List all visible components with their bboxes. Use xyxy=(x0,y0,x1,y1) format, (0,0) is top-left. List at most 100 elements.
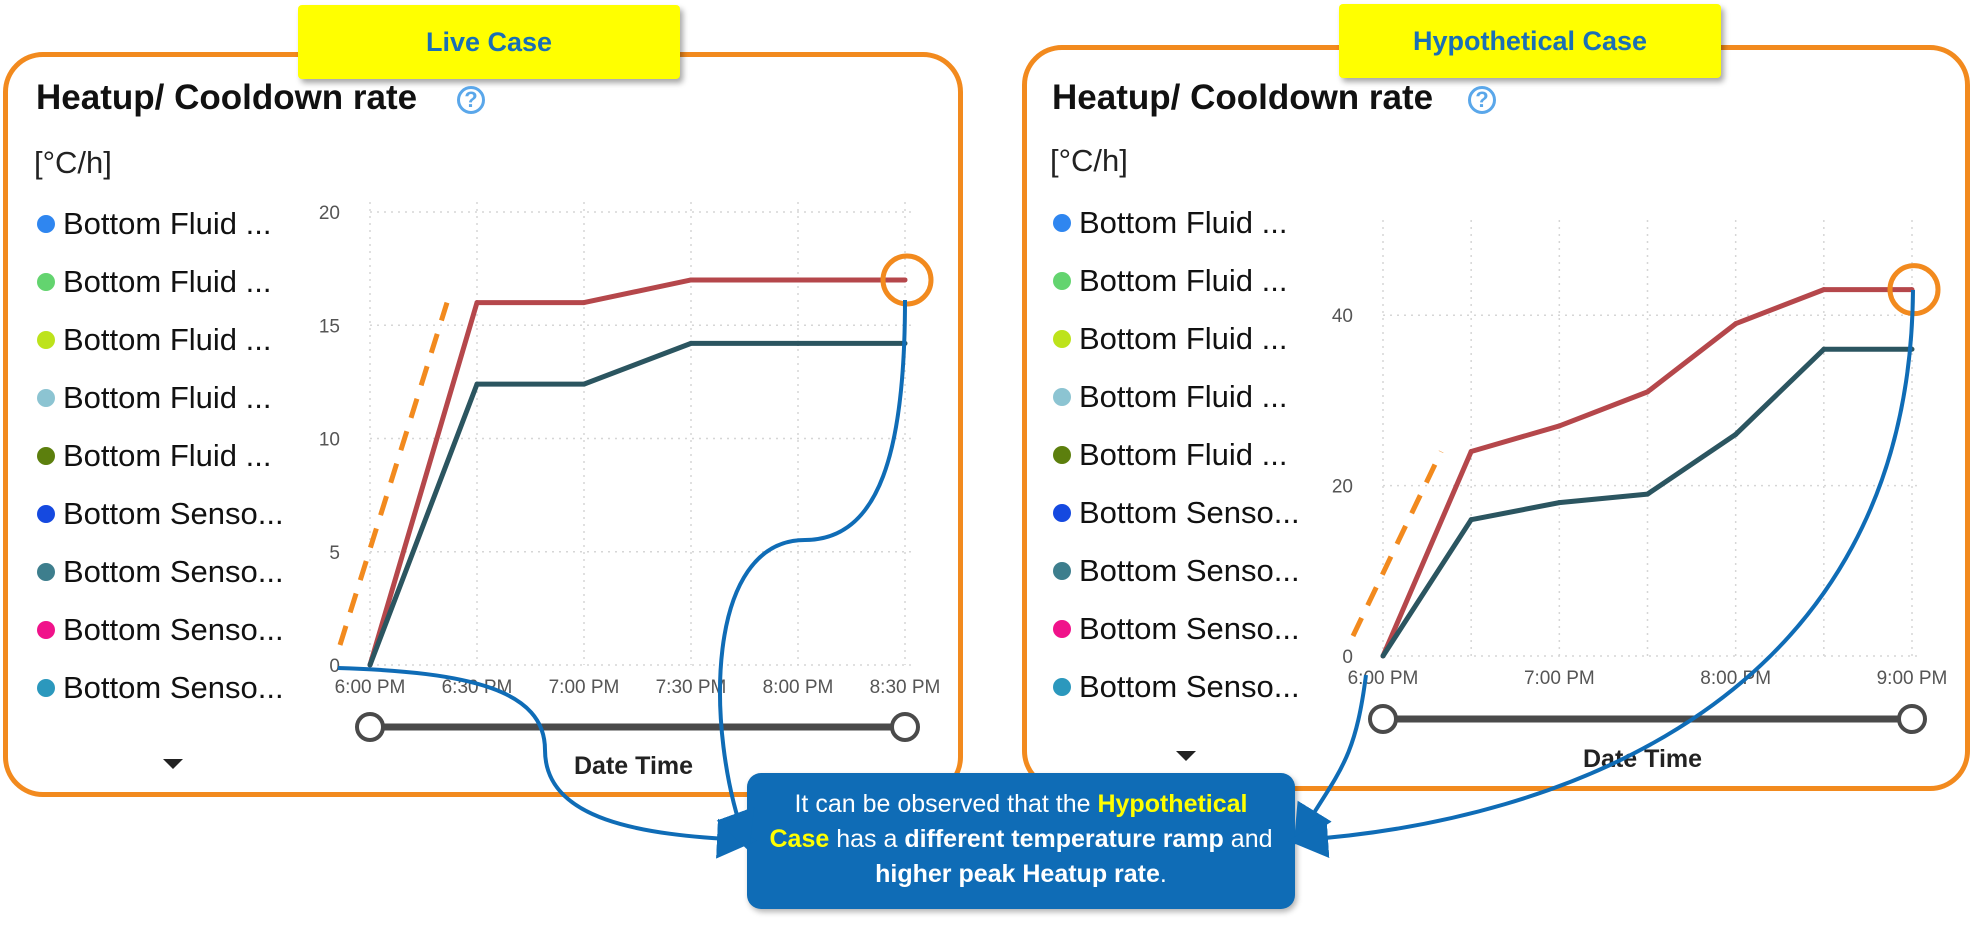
legend-dot-icon xyxy=(37,447,55,465)
x-tick-label: 6:00 PM xyxy=(1348,668,1419,689)
hypothetical-legend-item[interactable]: Bottom Senso... xyxy=(1053,658,1300,716)
live-legend-item[interactable]: Bottom Fluid ... xyxy=(37,311,284,369)
series-point xyxy=(1821,346,1827,352)
legend-dot-icon xyxy=(37,389,55,407)
series-point xyxy=(1909,346,1915,352)
live-legend-item[interactable]: Bottom Fluid ... xyxy=(37,253,284,311)
hypothetical-unit-label: [°C/h] xyxy=(1050,143,1128,178)
legend-label: Bottom Fluid ... xyxy=(1079,437,1288,472)
hypothetical-legend-item[interactable]: Bottom Senso... xyxy=(1053,600,1300,658)
hypothetical-legend-item[interactable]: Bottom Fluid ... xyxy=(1053,368,1300,426)
hypothetical-legend-item[interactable]: Bottom Senso... xyxy=(1053,484,1300,542)
x-tick-label: 7:00 PM xyxy=(549,677,620,698)
hypothetical-legend-item[interactable]: Bottom Fluid ... xyxy=(1053,252,1300,310)
legend-label: Bottom Fluid ... xyxy=(63,322,272,357)
x-tick-label: 6:30 PM xyxy=(442,677,513,698)
series-point xyxy=(581,381,587,387)
legend-dot-icon xyxy=(1053,620,1071,638)
series-point xyxy=(1468,449,1474,455)
callout-text-4: . xyxy=(1159,860,1167,888)
range-slider-handle[interactable] xyxy=(890,712,920,742)
live-legend-expand-icon[interactable] xyxy=(163,759,183,769)
range-slider-handle[interactable] xyxy=(1897,704,1927,734)
series-point xyxy=(1733,321,1739,327)
hypothetical-help-icon[interactable]: ? xyxy=(1468,86,1496,114)
live-unit-label: [°C/h] xyxy=(34,145,112,180)
legend-dot-icon xyxy=(37,563,55,581)
legend-dot-icon xyxy=(37,679,55,697)
legend-label: Bottom Fluid ... xyxy=(63,264,272,299)
legend-label: Bottom Fluid ... xyxy=(1079,205,1288,240)
callout-bold-2: higher peak Heatup rate xyxy=(875,860,1160,888)
legend-dot-icon xyxy=(1053,446,1071,464)
y-tick-label: 15 xyxy=(319,316,340,337)
series-point xyxy=(1645,389,1650,395)
x-tick-label: 6:00 PM xyxy=(335,677,406,698)
y-tick-label: 20 xyxy=(319,203,340,224)
hypothetical-legend-item[interactable]: Bottom Fluid ... xyxy=(1053,194,1300,252)
series-point xyxy=(688,340,694,346)
ramp-indicator-line xyxy=(337,301,450,646)
legend-dot-icon xyxy=(37,331,55,349)
legend-label: Bottom Fluid ... xyxy=(1079,263,1288,298)
legend-dot-icon xyxy=(37,273,55,291)
legend-dot-icon xyxy=(1053,272,1071,290)
series-point xyxy=(795,277,801,283)
series-point xyxy=(902,277,908,283)
legend-label: Bottom Senso... xyxy=(1079,669,1300,704)
hypothetical-legend-item[interactable]: Bottom Fluid ... xyxy=(1053,310,1300,368)
live-chart: 0 5 10 15 20 6:00 PM 6:30 PM 7:00 PM 7:30 PM 8:00… xyxy=(319,202,941,742)
live-legend-item[interactable]: Bottom Fluid ... xyxy=(37,369,284,427)
legend-label: Bottom Senso... xyxy=(63,612,284,647)
live-legend-item[interactable]: Bottom Senso... xyxy=(37,543,284,601)
live-legend: Bottom Fluid ... Bottom Fluid ... Bottom F… xyxy=(37,195,284,717)
y-tick-label: 5 xyxy=(329,543,340,564)
y-tick-label: 10 xyxy=(319,430,340,451)
x-tick-label: 8:00 PM xyxy=(763,677,834,698)
live-legend-item[interactable]: Bottom Fluid ... xyxy=(37,427,284,485)
series-point xyxy=(581,300,587,306)
hypothetical-chart: 0 20 40 6:00 PM 7:00 PM 8:00 PM 9:00 PM xyxy=(1332,220,1947,734)
y-tick-label: 20 xyxy=(1332,477,1353,498)
ramp-indicator-line xyxy=(1350,450,1444,638)
x-tick-label: 9:00 PM xyxy=(1877,668,1948,689)
callout-text-1: It can be observed that the xyxy=(794,790,1098,818)
range-slider-handle[interactable] xyxy=(355,712,385,742)
series-point xyxy=(795,340,801,346)
series-point xyxy=(902,340,908,346)
series-point xyxy=(1733,431,1739,437)
live-legend-item[interactable]: Bottom Senso... xyxy=(37,601,284,659)
series-point xyxy=(1468,517,1474,523)
legend-label: Bottom Fluid ... xyxy=(1079,379,1288,414)
series-point xyxy=(1821,287,1827,293)
live-legend-item[interactable]: Bottom Senso... xyxy=(37,485,284,543)
legend-label: Bottom Senso... xyxy=(1079,611,1300,646)
live-legend-item[interactable]: Bottom Fluid ... xyxy=(37,195,284,253)
series-point xyxy=(367,662,373,668)
x-tick-label: 8:30 PM xyxy=(870,677,941,698)
x-tick-label: 7:30 PM xyxy=(656,677,727,698)
series-point xyxy=(1556,500,1562,506)
peak-highlight-circle xyxy=(880,253,934,307)
series-point xyxy=(1909,287,1915,293)
observation-callout: It can be observed that the Hypothetical… xyxy=(747,773,1295,909)
live-help-icon[interactable]: ? xyxy=(457,86,485,114)
hypothetical-legend-item[interactable]: Bottom Senso... xyxy=(1053,542,1300,600)
range-slider-handle[interactable] xyxy=(1368,704,1398,734)
live-chart-title: Heatup/ Cooldown rate xyxy=(36,78,418,117)
hypothetical-legend-item[interactable]: Bottom Fluid ... xyxy=(1053,426,1300,484)
series-line-1 xyxy=(367,277,905,666)
hypothetical-legend-expand-icon[interactable] xyxy=(1176,751,1196,761)
live-case-tag: Live Case xyxy=(298,5,680,79)
legend-dot-icon xyxy=(1053,562,1071,580)
legend-dot-icon xyxy=(1053,678,1071,696)
series-point xyxy=(474,381,480,387)
legend-label: Bottom Fluid ... xyxy=(63,380,272,415)
live-legend-item[interactable]: Bottom Senso... xyxy=(37,659,284,717)
legend-dot-icon xyxy=(37,505,55,523)
legend-dot-icon xyxy=(1053,388,1071,406)
series-point xyxy=(1556,423,1562,429)
callout-bold-1: different temperature ramp xyxy=(904,825,1224,853)
hypothetical-case-tag: Hypothetical Case xyxy=(1339,4,1721,78)
series-point xyxy=(474,300,480,306)
